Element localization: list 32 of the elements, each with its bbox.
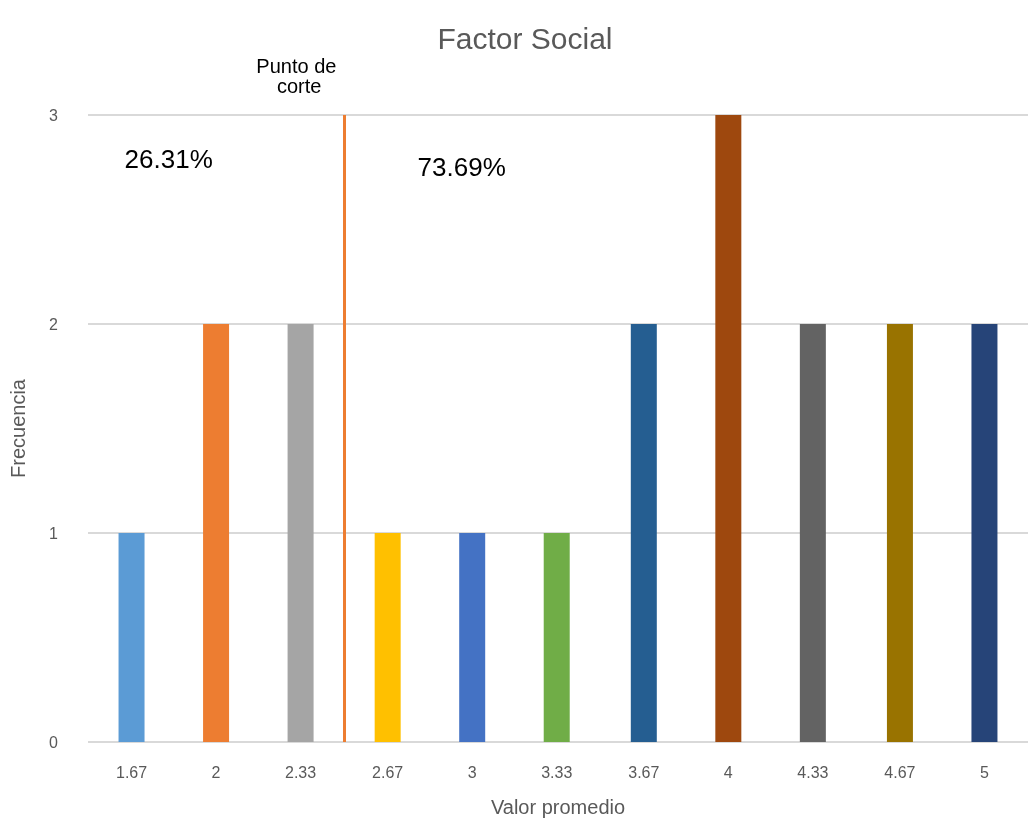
x-tick-label: 3.67: [628, 763, 660, 781]
annotation: 26.31%: [124, 144, 213, 174]
bar: [799, 324, 826, 742]
bar: [715, 115, 742, 742]
bar: [118, 533, 145, 742]
annotation: 73.69%: [417, 152, 506, 183]
y-tick-label: 1: [49, 524, 59, 542]
bar: [287, 324, 314, 742]
x-tick-label: 2.67: [372, 763, 404, 781]
bar: [543, 533, 570, 742]
x-tick-label: 5: [980, 763, 989, 781]
bar: [459, 533, 486, 742]
x-tick-label: 4.33: [797, 763, 829, 781]
bar: [374, 533, 401, 742]
bar: [886, 324, 913, 742]
x-tick-label: 4.67: [884, 763, 916, 781]
x-tick-label: 1.67: [115, 763, 148, 781]
x-tick-label: 3: [467, 763, 477, 781]
y-tick-label: 0: [49, 733, 59, 751]
y-tick-label: 2: [49, 315, 59, 333]
x-axis-title: Valor promedio: [490, 796, 626, 818]
bar: [630, 324, 657, 742]
bar: [971, 324, 998, 742]
x-tick-label: 2: [211, 763, 221, 781]
x-tick-label: 2.33: [285, 763, 317, 781]
y-axis-title: Frecuencia: [7, 378, 29, 478]
x-tick-label: 3.33: [541, 763, 573, 781]
x-tick-label: 4: [723, 763, 733, 781]
ref-line-label: Punto de corte: [256, 55, 342, 97]
chart-title: Factor Social: [437, 21, 613, 55]
bar: [203, 324, 230, 742]
y-tick-label: 3: [49, 106, 59, 124]
